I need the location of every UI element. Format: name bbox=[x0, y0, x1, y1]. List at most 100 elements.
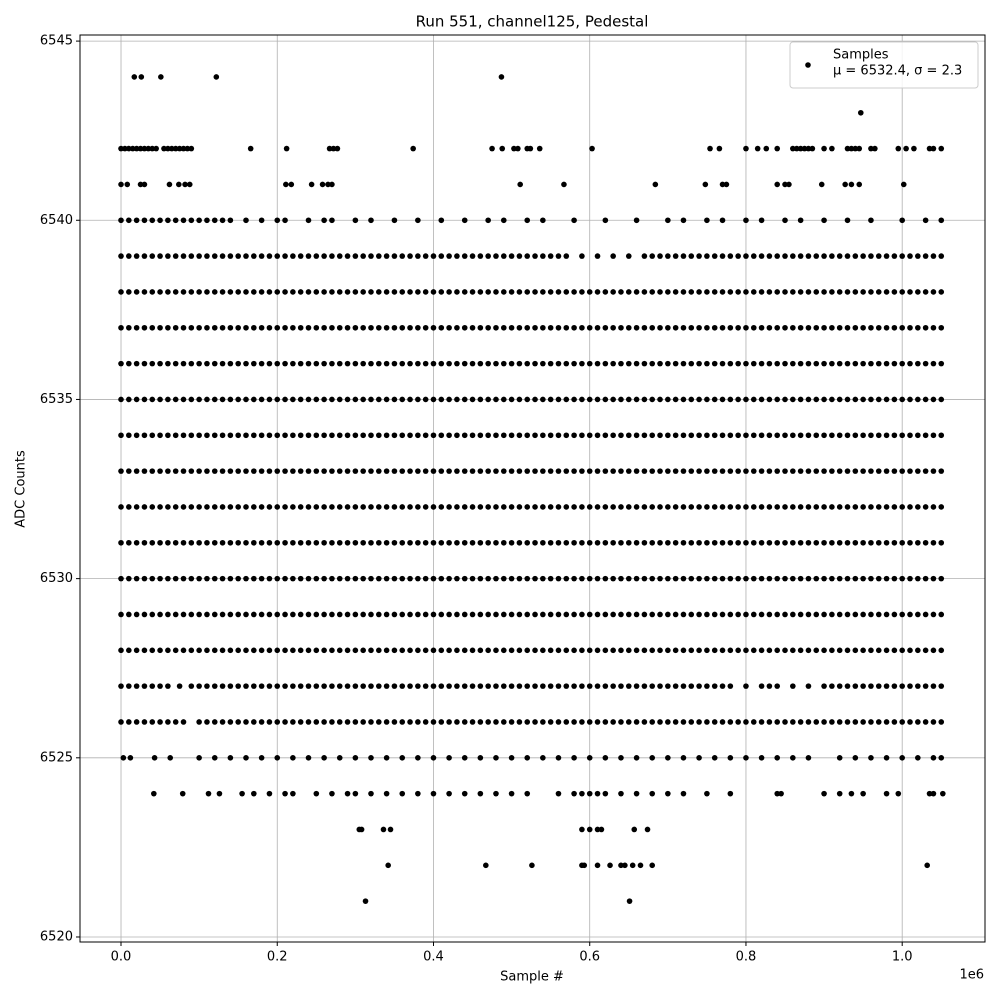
point bbox=[915, 755, 921, 761]
point bbox=[836, 504, 843, 510]
point bbox=[625, 647, 632, 654]
point bbox=[227, 432, 234, 439]
point bbox=[524, 611, 531, 618]
point bbox=[790, 396, 796, 403]
point bbox=[184, 145, 191, 152]
point bbox=[727, 432, 734, 439]
point bbox=[688, 253, 695, 259]
point bbox=[204, 324, 210, 331]
point bbox=[868, 504, 874, 510]
point bbox=[602, 719, 609, 725]
point bbox=[176, 181, 182, 188]
point bbox=[243, 504, 249, 510]
point bbox=[422, 468, 429, 474]
point bbox=[297, 360, 304, 367]
point bbox=[547, 289, 554, 295]
point bbox=[719, 647, 726, 654]
point bbox=[907, 539, 913, 546]
point bbox=[165, 432, 171, 439]
point bbox=[133, 539, 140, 546]
point bbox=[704, 324, 710, 331]
point bbox=[868, 755, 874, 761]
point bbox=[211, 253, 218, 259]
point bbox=[391, 396, 398, 403]
point bbox=[602, 432, 609, 439]
point bbox=[172, 611, 179, 618]
point bbox=[629, 862, 636, 869]
point bbox=[387, 826, 394, 833]
point bbox=[875, 396, 882, 403]
point bbox=[579, 790, 585, 797]
point bbox=[508, 396, 515, 403]
point bbox=[790, 719, 796, 725]
point bbox=[131, 74, 138, 80]
point bbox=[133, 360, 140, 367]
point bbox=[860, 396, 866, 403]
point bbox=[305, 289, 312, 295]
point bbox=[665, 217, 671, 224]
point bbox=[118, 396, 124, 403]
point bbox=[329, 217, 335, 224]
point bbox=[872, 145, 878, 152]
point bbox=[180, 324, 187, 331]
point bbox=[251, 289, 257, 295]
point bbox=[735, 432, 741, 439]
point bbox=[782, 468, 788, 474]
point bbox=[360, 504, 366, 510]
point bbox=[211, 217, 218, 224]
point bbox=[891, 253, 898, 259]
point bbox=[579, 647, 585, 654]
point bbox=[868, 468, 874, 474]
point bbox=[126, 396, 132, 403]
point bbox=[188, 324, 195, 331]
point bbox=[368, 647, 374, 654]
point bbox=[704, 432, 710, 439]
point bbox=[376, 575, 382, 582]
point bbox=[438, 360, 445, 367]
point bbox=[266, 790, 273, 797]
point bbox=[586, 790, 593, 797]
point bbox=[672, 719, 679, 725]
point bbox=[547, 396, 554, 403]
point bbox=[532, 719, 538, 725]
point bbox=[196, 253, 202, 259]
point bbox=[782, 504, 788, 510]
point bbox=[126, 504, 132, 510]
point bbox=[399, 683, 406, 689]
point bbox=[469, 683, 476, 689]
point bbox=[508, 719, 515, 725]
point bbox=[688, 539, 695, 546]
point bbox=[860, 719, 866, 725]
point bbox=[821, 217, 827, 224]
point bbox=[180, 719, 187, 725]
point bbox=[258, 360, 265, 367]
point bbox=[477, 468, 484, 474]
point bbox=[782, 289, 788, 295]
point bbox=[813, 575, 820, 582]
point bbox=[165, 575, 171, 582]
point bbox=[508, 539, 515, 546]
point bbox=[305, 360, 312, 367]
point bbox=[485, 575, 491, 582]
point bbox=[430, 360, 437, 367]
point bbox=[782, 253, 788, 259]
point bbox=[758, 360, 765, 367]
point bbox=[797, 145, 804, 152]
point bbox=[579, 826, 585, 833]
point bbox=[282, 539, 288, 546]
point bbox=[829, 611, 835, 618]
point bbox=[547, 504, 554, 510]
point bbox=[469, 539, 476, 546]
point bbox=[875, 611, 882, 618]
point bbox=[524, 324, 531, 331]
point bbox=[618, 360, 624, 367]
point bbox=[344, 396, 351, 403]
point bbox=[211, 719, 218, 725]
point bbox=[758, 755, 765, 761]
point bbox=[821, 719, 827, 725]
point bbox=[165, 324, 171, 331]
point bbox=[899, 396, 905, 403]
point bbox=[454, 611, 460, 618]
point bbox=[141, 504, 148, 510]
